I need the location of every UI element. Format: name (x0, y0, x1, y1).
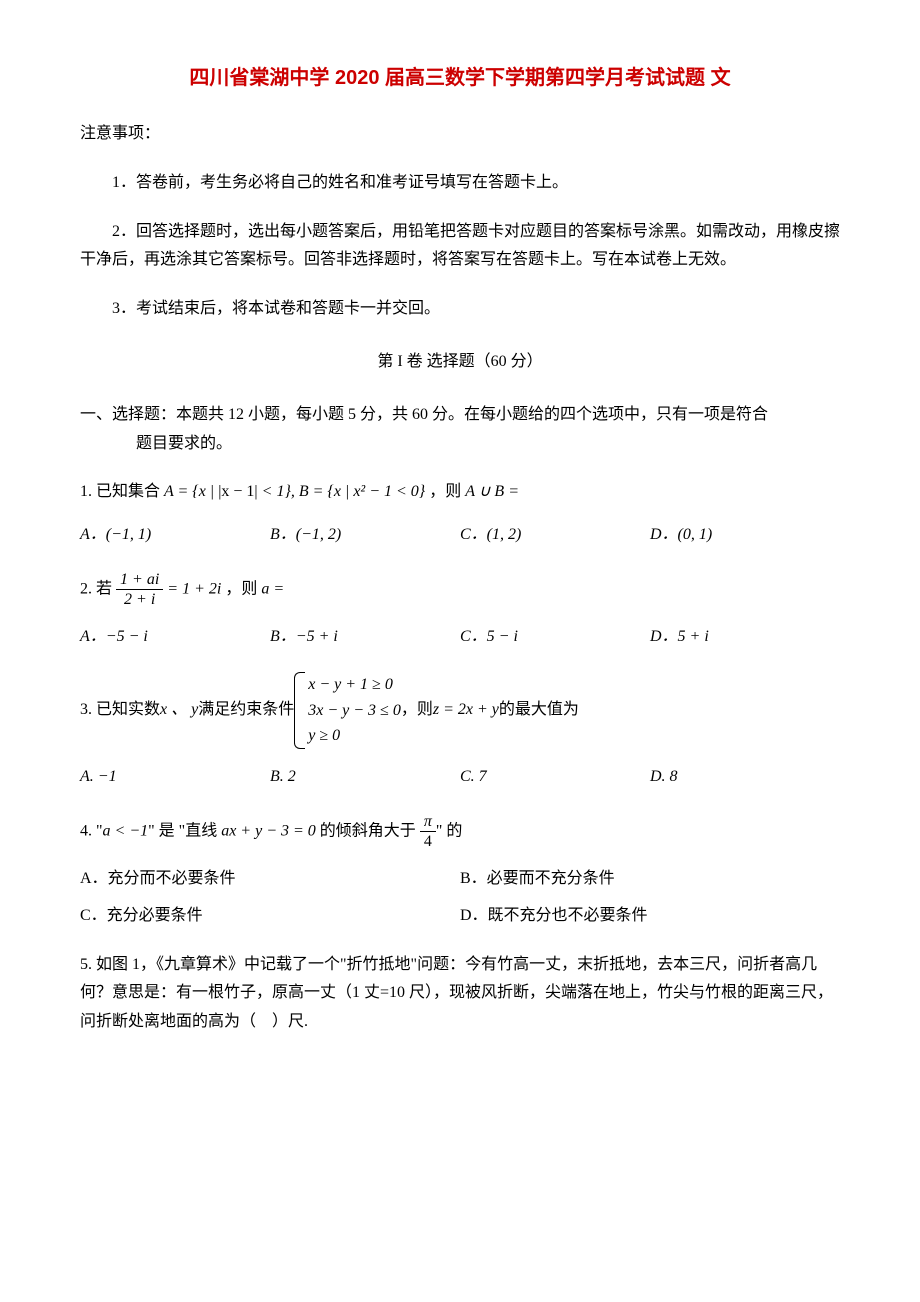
q4-tail: " 的 (436, 822, 463, 839)
notice-item-1: 1．答卷前，考生务必将自己的姓名和准考证号填写在答题卡上。 (80, 169, 840, 198)
intro-line2: 题目要求的。 (80, 435, 232, 452)
q4-cond: a < −1 (103, 822, 149, 839)
q3-vars: x 、 y (160, 696, 198, 725)
q2-text: 2. 若 1 + ai2 + i = 1 + 2i ，则 a = (80, 570, 840, 609)
question-2: 2. 若 1 + ai2 + i = 1 + 2i ，则 a = A．−5 − … (80, 570, 840, 652)
q3-sys2: 3x − y − 3 ≤ 0 (308, 698, 401, 724)
q3-mid: 满足约束条件 (198, 696, 294, 725)
q2-frac-num: 1 + ai (116, 570, 163, 590)
q3-text: 3. 已知实数 x 、 y 满足约束条件 x − y + 1 ≥ 0 3x − … (80, 672, 840, 749)
q4-opt-d: D．既不充分也不必要条件 (460, 902, 840, 931)
q4-frac-num: π (420, 812, 436, 832)
part1-header: 第 I 卷 选择题（60 分） (80, 348, 840, 377)
q2-eq: = 1 + 2i (163, 580, 221, 597)
q3-opt-a: A. −1 (80, 763, 270, 792)
q3-options: A. −1 B. 2 C. 7 D. 8 (80, 763, 840, 792)
q2-prefix: 2. 若 (80, 580, 116, 597)
q1-setA-lhs: A (164, 483, 173, 500)
question-5: 5. 如图 1，《九章算术》中记载了一个"折竹抵地"问题：今有竹高一丈，末折抵地… (80, 951, 840, 1037)
q2-tail: ，则 (221, 580, 261, 597)
q3-opt-b: B. 2 (270, 763, 460, 792)
q3-prefix: 3. 已知实数 (80, 696, 160, 725)
q1-opt-b: B．(−1, 2) (270, 521, 460, 550)
page-title: 四川省棠湖中学 2020 届高三数学下学期第四学月考试试题 文 (80, 60, 840, 96)
q1-tail: ，则 (425, 483, 465, 500)
q4-mid2: 的倾斜角大于 (316, 822, 420, 839)
q1-abs: |x − 1| (218, 483, 257, 500)
q4-fraction: π4 (420, 812, 436, 851)
q4-frac-den: 4 (420, 832, 436, 851)
section-intro: 一、选择题：本题共 12 小题，每小题 5 分，共 60 分。在每小题给的四个选… (80, 401, 840, 459)
q2-fraction: 1 + ai2 + i (116, 570, 163, 609)
q2-opt-d: D．5 + i (650, 623, 840, 652)
q1-opt-a: A．(−1, 1) (80, 521, 270, 550)
q2-opt-b: B．−5 + i (270, 623, 460, 652)
q3-sys3: y ≥ 0 (308, 723, 401, 749)
q2-opt-a: A．−5 − i (80, 623, 270, 652)
q3-opt-c: C. 7 (460, 763, 650, 792)
q2-opt-c: C．5 − i (460, 623, 650, 652)
q3-tail2: 的最大值为 (499, 696, 579, 725)
q3-sys1: x − y + 1 ≥ 0 (308, 672, 401, 698)
q1-opt-d: D．(0, 1) (650, 521, 840, 550)
notice-item-2: 2．回答选择题时，选出每小题答案后，用铅笔把答题卡对应题目的答案标号涂黑。如需改… (80, 218, 840, 276)
q1-prefix: 1. 已知集合 (80, 483, 164, 500)
notice-item-3: 3．考试结束后，将本试卷和答题卡一并交回。 (80, 295, 840, 324)
intro-line1: 一、选择题：本题共 12 小题，每小题 5 分，共 60 分。在每小题给的四个选… (80, 406, 768, 423)
q3-system: x − y + 1 ≥ 0 3x − y − 3 ≤ 0 y ≥ 0 (294, 672, 401, 749)
question-1: 1. 已知集合 A = {x | |x − 1| < 1}, B = {x | … (80, 478, 840, 550)
q1-setA-cond: < 1}, (258, 483, 299, 500)
q1-opt-c: C．(1, 2) (460, 521, 650, 550)
q5-text: 5. 如图 1，《九章算术》中记载了一个"折竹抵地"问题：今有竹高一丈，末折抵地… (80, 951, 840, 1037)
q4-opt-b: B．必要而不充分条件 (460, 865, 840, 894)
q1-setA-open: = {x | (174, 483, 219, 500)
q3-tail1: ，则 (401, 696, 433, 725)
q2-ask: a = (261, 580, 284, 597)
q1-union: A ∪ B = (465, 483, 519, 500)
q4-prefix: 4. " (80, 822, 103, 839)
q3-opt-d: D. 8 (650, 763, 840, 792)
q4-options-row2: C．充分必要条件 D．既不充分也不必要条件 (80, 902, 840, 931)
q4-opt-a: A．充分而不必要条件 (80, 865, 460, 894)
q1-options: A．(−1, 1) B．(−1, 2) C．(1, 2) D．(0, 1) (80, 521, 840, 550)
q3-z: z = 2x + y (433, 696, 499, 725)
q4-text: 4. "a < −1" 是 "直线 ax + y − 3 = 0 的倾斜角大于 … (80, 812, 840, 851)
q2-frac-den: 2 + i (116, 590, 163, 609)
q4-mid1: " 是 "直线 (148, 822, 221, 839)
question-4: 4. "a < −1" 是 "直线 ax + y − 3 = 0 的倾斜角大于 … (80, 812, 840, 931)
q2-options: A．−5 − i B．−5 + i C．5 − i D．5 + i (80, 623, 840, 652)
q4-opt-c: C．充分必要条件 (80, 902, 460, 931)
question-3: 3. 已知实数 x 、 y 满足约束条件 x − y + 1 ≥ 0 3x − … (80, 672, 840, 792)
q1-text: 1. 已知集合 A = {x | |x − 1| < 1}, B = {x | … (80, 478, 840, 507)
q1-setB: B = {x | x² − 1 < 0} (299, 483, 425, 500)
notice-label: 注意事项： (80, 120, 840, 149)
q4-options-row1: A．充分而不必要条件 B．必要而不充分条件 (80, 865, 840, 894)
q4-line-eq: ax + y − 3 = 0 (221, 822, 316, 839)
